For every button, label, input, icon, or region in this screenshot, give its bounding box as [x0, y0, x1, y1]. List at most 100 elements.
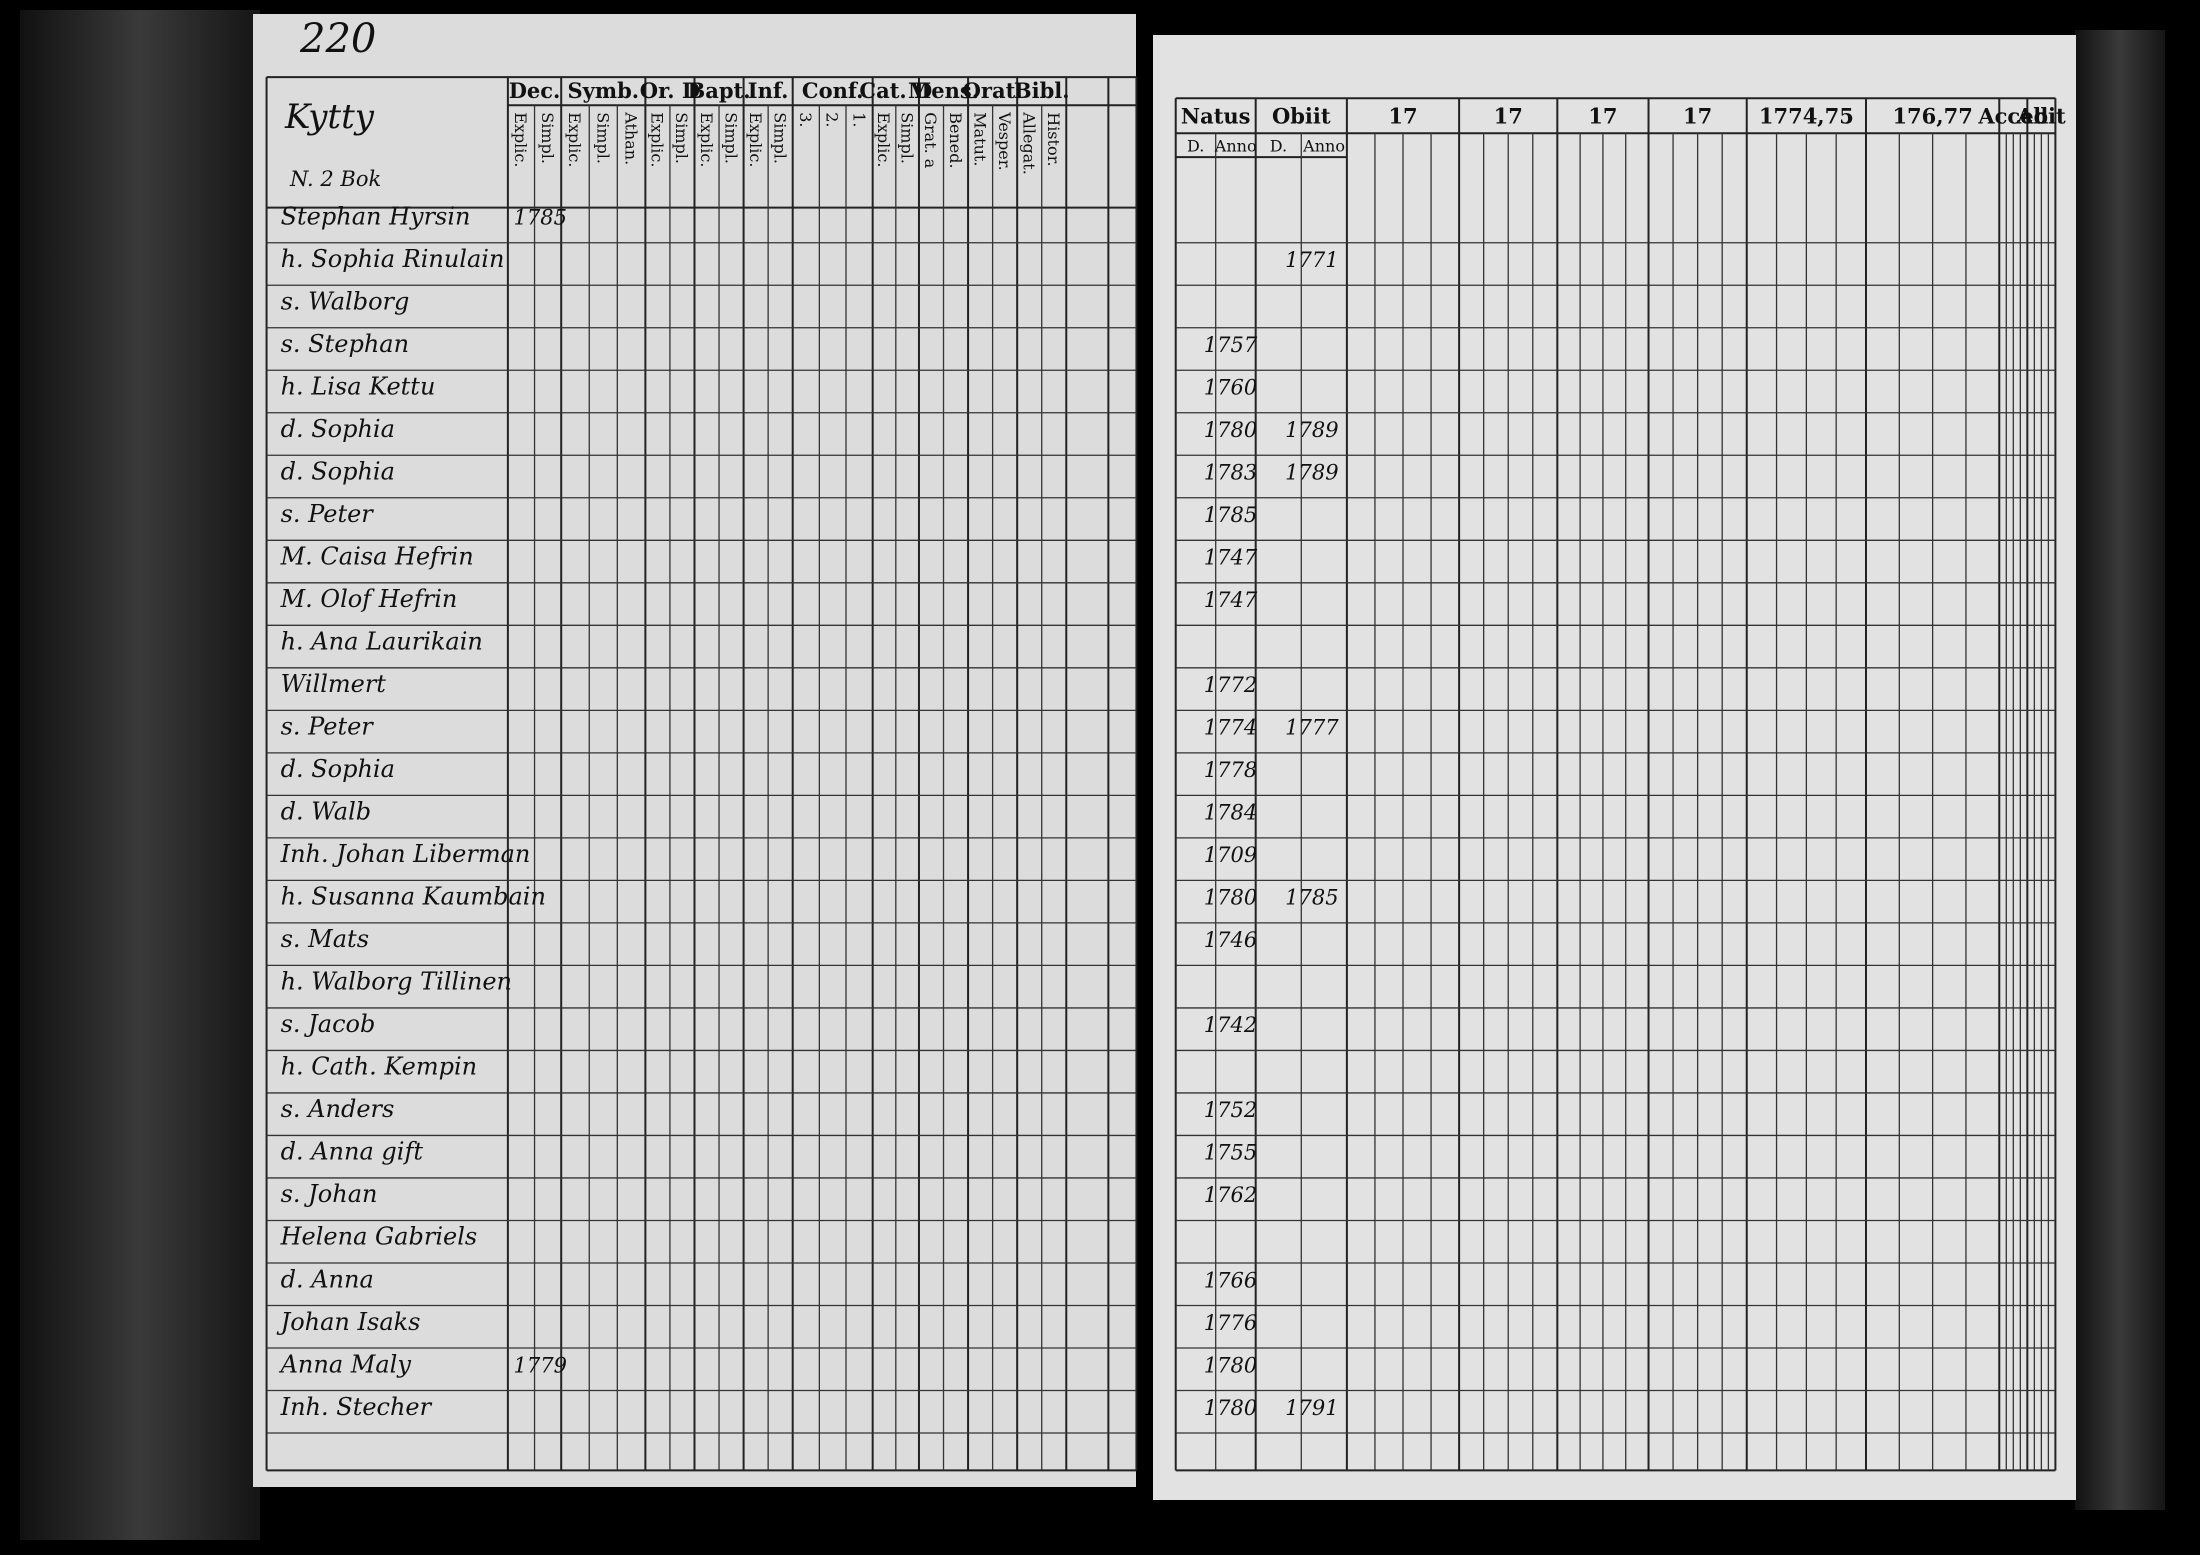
column-subheader: Explic. — [874, 112, 893, 167]
column-subheader: Explic. — [648, 112, 667, 167]
entry-name: d. Anna gift — [281, 1138, 424, 1166]
column-subheader: D. — [1270, 137, 1287, 156]
birth-year: 1760 — [1204, 376, 1257, 400]
entry-name: s. Jacob — [281, 1010, 376, 1038]
birth-year: 1776 — [1204, 1311, 1257, 1335]
entry-name: h. Cath. Kempin — [281, 1053, 478, 1081]
column-header: Bapt. — [688, 78, 751, 103]
entry-name: d. Walb — [281, 798, 372, 826]
column-subheader: 3. — [796, 112, 815, 127]
entry-name: h. Lisa Kettu — [281, 373, 436, 401]
entry-year: 1785 — [513, 205, 566, 229]
death-year: 1791 — [1285, 1396, 1338, 1420]
birth-year: 1783 — [1204, 461, 1257, 485]
column-subheader: Explic. — [697, 112, 716, 167]
column-header: Natus — [1181, 103, 1251, 128]
column-subheader: Explic. — [511, 112, 530, 167]
column-header: Abit — [2016, 103, 2066, 128]
column-subheader: Simpl. — [593, 112, 612, 164]
column-subheader: Simpl. — [538, 112, 557, 164]
birth-year: 1742 — [1204, 1013, 1257, 1037]
death-year: 1771 — [1285, 248, 1338, 272]
column-header: 17 — [1683, 103, 1712, 128]
column-header: Dec. — [509, 78, 561, 103]
entry-name: s. Stephan — [281, 330, 409, 358]
column-subheader: Anno — [1214, 137, 1257, 156]
column-header: Symb. — [567, 78, 639, 103]
birth-year: 1784 — [1204, 801, 1257, 825]
column-header: Bibl. — [1014, 78, 1070, 103]
column-subheader: Simpl. — [672, 112, 691, 164]
column-subheader: Grat. a — [921, 112, 940, 169]
column-header: Obiit — [1272, 103, 1331, 128]
entry-name: h. Walborg Tillinen — [281, 968, 512, 996]
column-subheader: Simpl. — [897, 112, 916, 164]
birth-year: 1785 — [1204, 503, 1257, 527]
column-header: Cat. D — [859, 78, 932, 103]
column-header: 1774,75 — [1759, 103, 1854, 128]
column-subheader: Bened. — [946, 112, 965, 168]
column-subheader: Explic. — [565, 112, 584, 167]
column-header: Inf. — [748, 78, 789, 103]
column-header: Acced — [1977, 103, 2048, 128]
death-year: 1789 — [1285, 461, 1338, 485]
entry-name: M. Olof Hefrin — [280, 585, 458, 613]
birth-year: 1772 — [1204, 673, 1257, 697]
entry-name: M. Caisa Hefrin — [280, 543, 474, 571]
entry-name: s. Walborg — [281, 288, 410, 316]
column-subheader: Explic. — [746, 112, 765, 167]
entry-name: Anna Maly — [279, 1350, 412, 1378]
book-label: N. 2 Bok — [289, 167, 381, 191]
entry-name: Johan Isaks — [276, 1308, 421, 1336]
birth-year: 1755 — [1204, 1141, 1257, 1165]
birth-year: 1766 — [1204, 1268, 1257, 1292]
birth-year: 1762 — [1204, 1183, 1257, 1207]
parish: Kytty — [284, 97, 375, 137]
column-subheader: Simpl. — [721, 112, 740, 164]
column-header: Orat. — [963, 78, 1023, 103]
column-subheader: 1. — [849, 112, 868, 127]
birth-year: 1709 — [1204, 843, 1257, 867]
death-year: 1789 — [1285, 418, 1338, 442]
column-subheader: Matut. — [970, 112, 989, 166]
birth-year: 1778 — [1204, 758, 1257, 782]
entry-name: s. Peter — [281, 713, 375, 741]
entry-name: Inh. Stecher — [280, 1393, 433, 1421]
book-edge — [2075, 30, 2165, 1510]
column-header: Mens. — [908, 78, 979, 103]
entry-name: d. Sophia — [281, 458, 395, 486]
birth-year: 1752 — [1204, 1098, 1257, 1122]
entry-name: d. Anna — [281, 1265, 374, 1293]
column-subheader: Anno — [1302, 137, 1345, 156]
column-subheader: Athan. — [621, 111, 640, 165]
entry-name: Willmert — [281, 670, 387, 698]
column-subheader: Histor. — [1044, 112, 1063, 166]
column-subheader: Simpl. — [770, 112, 789, 164]
birth-year: 1780 — [1204, 418, 1257, 442]
entry-name: h. Susanna Kaumbain — [281, 883, 546, 911]
column-header: Conf. — [802, 78, 864, 103]
birth-year: 1780 — [1204, 886, 1257, 910]
column-subheader: D. — [1187, 137, 1204, 156]
death-year: 1777 — [1285, 716, 1339, 740]
birth-year: 1774 — [1204, 716, 1257, 740]
page-number: 220 — [299, 16, 376, 62]
birth-year: 1746 — [1204, 928, 1257, 952]
column-subheader: Vesper. — [995, 111, 1014, 170]
book-edge — [20, 10, 260, 1540]
entry-name: d. Sophia — [281, 755, 395, 783]
entry-name: s. Johan — [281, 1180, 378, 1208]
entry-year: 1779 — [513, 1353, 566, 1377]
entry-name: Inh. Johan Liberman — [280, 840, 531, 868]
entry-name: Helena Gabriels — [280, 1223, 478, 1251]
birth-year: 1757 — [1204, 333, 1258, 357]
entry-name: d. Sophia — [281, 415, 395, 443]
entry-name: s. Anders — [281, 1095, 395, 1123]
column-subheader: 2. — [823, 112, 842, 127]
column-header: 17 — [1494, 103, 1523, 128]
column-header: 17 — [1588, 103, 1617, 128]
birth-year: 1747 — [1204, 588, 1258, 612]
right-page — [1153, 35, 2076, 1500]
